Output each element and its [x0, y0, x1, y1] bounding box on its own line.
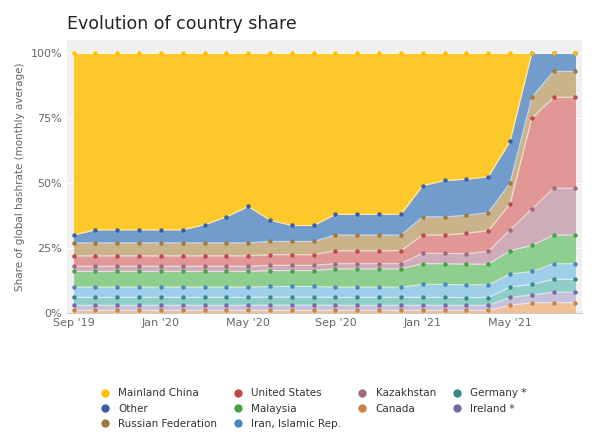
Y-axis label: Share of global hashrate (monthly average): Share of global hashrate (monthly averag… — [15, 62, 25, 291]
Legend: Mainland China, Other, Russian Federation, United States, Malaysia, Iran, Islami: Mainland China, Other, Russian Federatio… — [94, 388, 527, 429]
Text: Evolution of country share: Evolution of country share — [67, 15, 297, 33]
